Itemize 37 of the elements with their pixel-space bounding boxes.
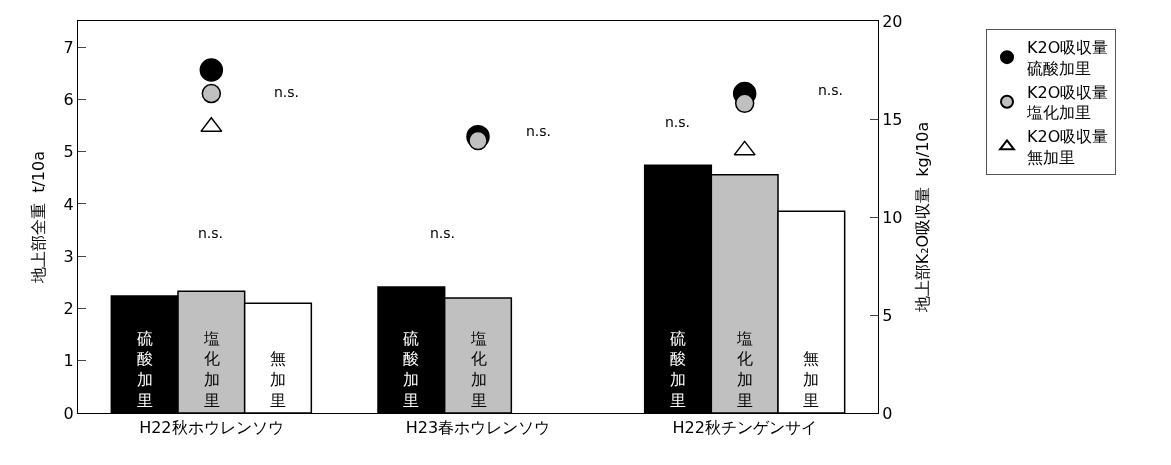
text: K2O吸収量 [1027, 82, 1109, 102]
y-tick-label: 6 [63, 90, 74, 109]
annotation: n.s. [665, 114, 691, 130]
y2-tick-label: 5 [882, 305, 893, 325]
y2-tick-label: 20 [882, 11, 903, 31]
text: 硫酸加里 [670, 328, 686, 410]
text: 硫酸加里 [136, 328, 153, 410]
annotation: n.s. [430, 225, 456, 241]
annotation: n.s. [526, 123, 552, 139]
text: 無加里 [803, 349, 820, 410]
legend-label: 硫酸加里 [1027, 58, 1091, 78]
y2-tick-label: 10 [882, 207, 903, 227]
text: 塩化加里 [203, 328, 220, 410]
legend-label: K2O吸収量無加里 [1027, 127, 1109, 167]
text: 塩化加里 [470, 328, 487, 410]
y-tick-label: 3 [63, 246, 74, 266]
x-tick-label: H22秋チンゲンサイ [672, 418, 817, 438]
y-tick-label: 7 [63, 37, 74, 57]
x-tick-label: H23春ホウレンソウ [405, 418, 551, 438]
y-tick-label: 5 [63, 142, 74, 162]
y-tick-label: 1 [63, 351, 74, 371]
text: 硫酸加里 [403, 328, 420, 410]
y-tick-label: 2 [63, 299, 74, 319]
x-tick-label: H22秋ホウレンソウ [139, 418, 284, 438]
y-tick-label: 0 [63, 403, 74, 423]
text: 塩化加里 [737, 328, 754, 410]
annotation: n.s. [818, 82, 844, 98]
legend-label: 塩化加里 [1026, 103, 1091, 123]
y2-tick-label: 15 [882, 109, 903, 129]
y-axis-title: 地上部全重 t/10a [28, 151, 48, 284]
annotation: n.s. [198, 225, 224, 241]
annotation: n.s. [274, 84, 300, 100]
y-tick-label: 4 [63, 194, 74, 214]
y2-tick-label: 0 [882, 403, 893, 423]
series-label: 無加里 [270, 349, 286, 410]
y2-axis-title: 地上部K₂O吸収量 kg/10a [913, 121, 933, 314]
text: K2O吸収量 [1027, 37, 1109, 57]
